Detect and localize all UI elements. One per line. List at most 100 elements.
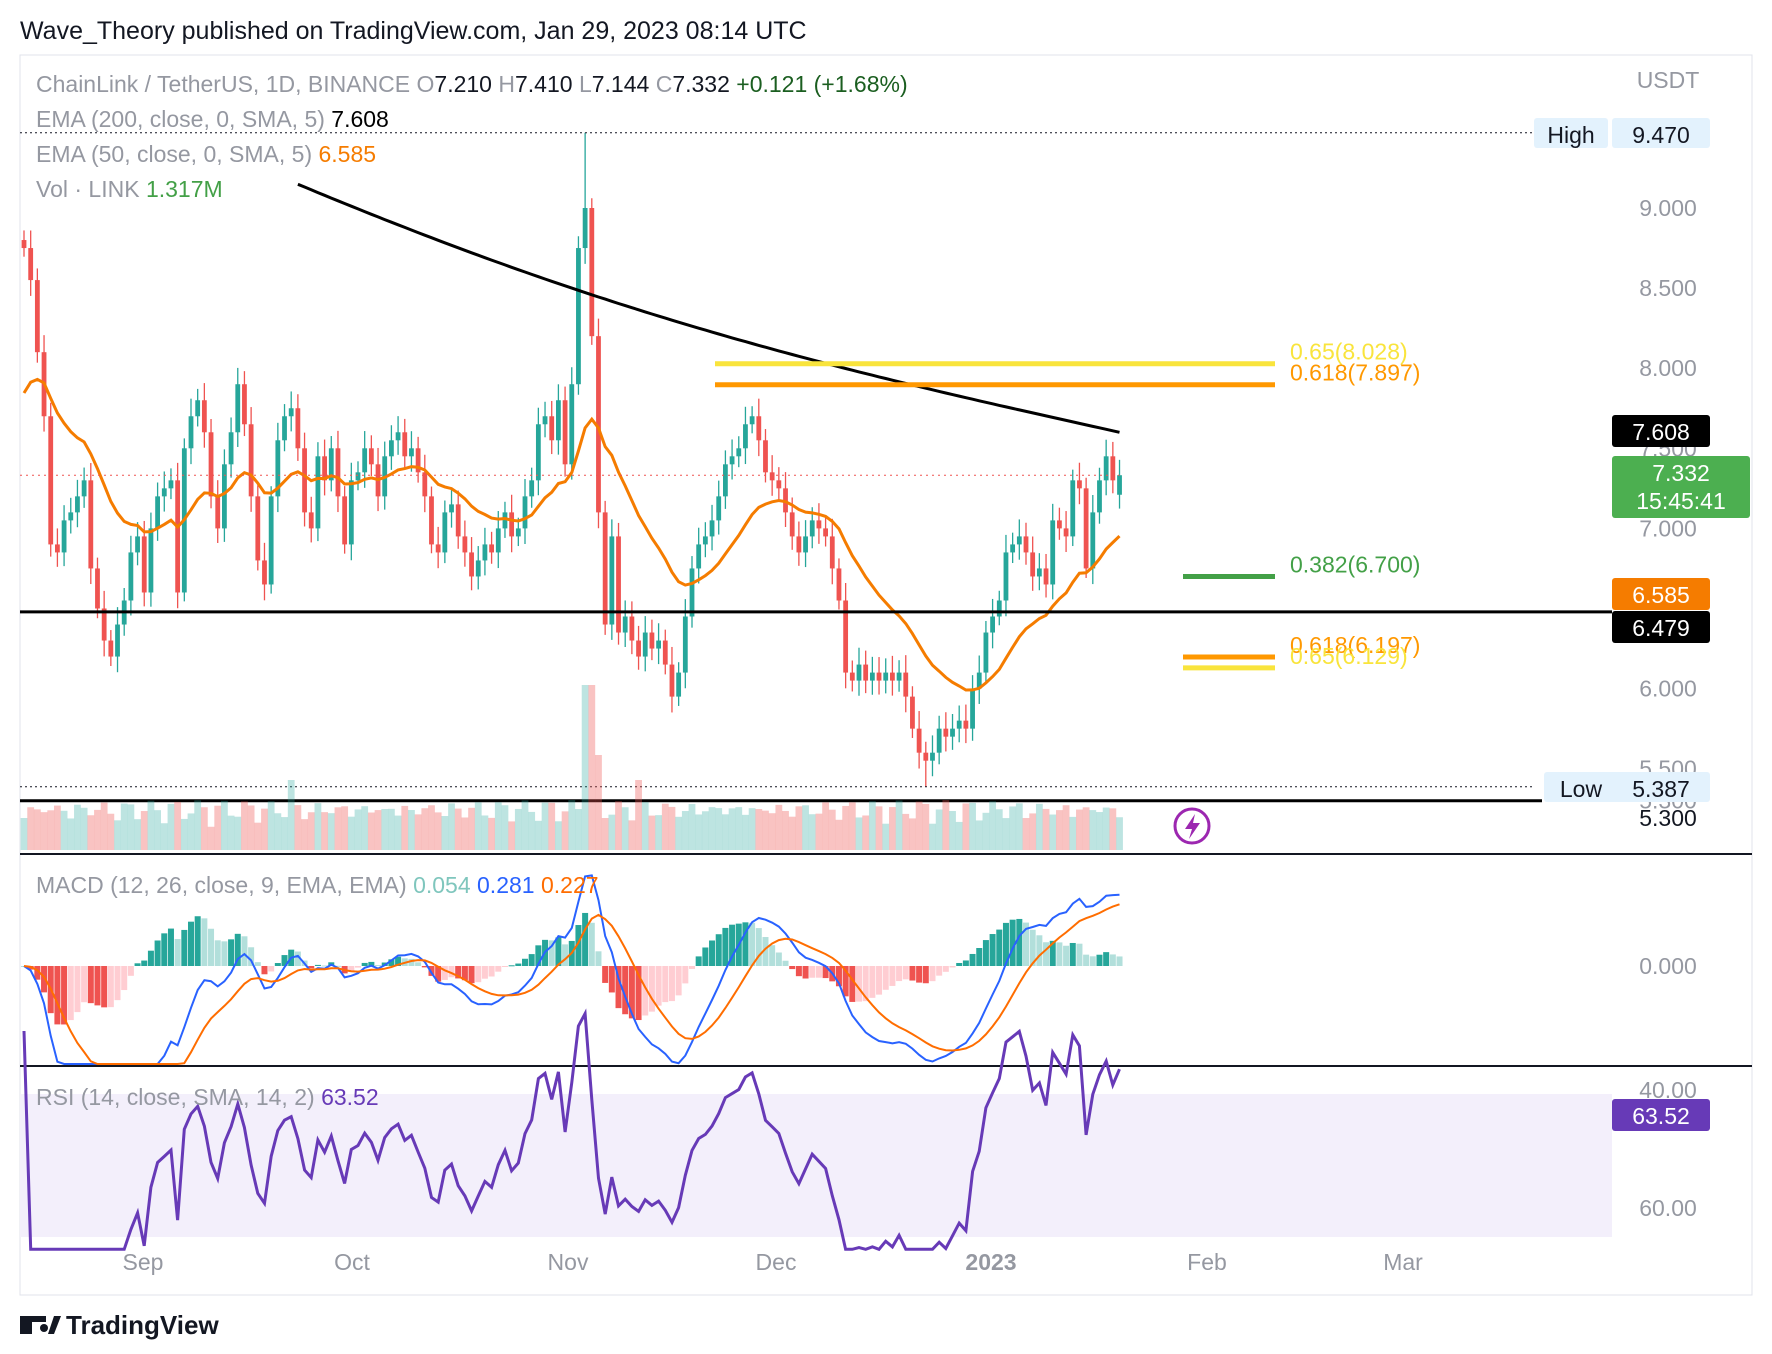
macd-histogram-bar <box>1109 954 1116 966</box>
volume-bar <box>187 813 195 850</box>
candle-body <box>489 544 494 553</box>
x-tick-label: Feb <box>1187 1249 1227 1275</box>
candle-body <box>222 464 227 529</box>
candle-body <box>662 640 668 665</box>
price-pane: 0.65(8.028)0.618(7.897) 0.382(6.700) 0.618… <box>20 132 1612 803</box>
macd-histogram-bar <box>528 954 535 966</box>
fib-label: 0.65(8.028) <box>1290 339 1408 365</box>
candle-body <box>228 432 234 465</box>
macd-histogram-bar <box>1083 954 1090 966</box>
candle-body <box>569 384 575 465</box>
macd-histogram-bar <box>1076 943 1083 966</box>
volume-bar <box>555 821 562 850</box>
volume-bar <box>67 818 75 850</box>
volume-bar <box>681 811 689 850</box>
volume-bar <box>955 821 963 850</box>
macd-histogram-bar <box>1016 918 1023 966</box>
candle-body <box>128 552 134 601</box>
macd-histogram-bar <box>562 944 569 966</box>
volume-bar <box>1035 803 1043 850</box>
volume-bar <box>107 813 115 850</box>
macd-histogram-bar <box>161 933 168 966</box>
volume-bar <box>54 805 61 850</box>
macd-histogram-bar <box>548 940 555 966</box>
candle-body <box>809 520 815 537</box>
candle-body <box>856 664 862 681</box>
macd-histogram-bar <box>789 966 796 970</box>
candle-body <box>322 456 327 481</box>
candle-body <box>642 632 648 657</box>
macd-histogram-bar <box>201 918 208 966</box>
macd-histogram-bar <box>535 945 542 966</box>
lightning-icon[interactable] <box>1173 807 1211 845</box>
volume-bar <box>174 801 182 850</box>
candle-body <box>656 640 661 649</box>
volume-bar <box>828 809 836 850</box>
price-tick-label: 8.000 <box>1639 355 1697 381</box>
volume-bar <box>822 802 829 850</box>
candle-body <box>362 448 368 473</box>
candle-body <box>268 496 274 585</box>
candle-body <box>415 448 421 473</box>
macd-histogram-bar <box>54 966 61 1025</box>
candle-body <box>1050 520 1056 585</box>
volume-bar <box>875 806 883 850</box>
candle-body <box>262 560 267 585</box>
macd-histogram-bar <box>214 940 221 966</box>
volume-tag: 5.300 <box>1639 805 1697 831</box>
volume-bar <box>929 823 936 850</box>
candle-body <box>201 400 207 433</box>
volume-bar <box>815 813 823 850</box>
volume-bar <box>942 800 950 850</box>
volume-bar <box>581 685 589 850</box>
volume-bar <box>414 814 422 850</box>
rsi-line <box>22 1008 1121 1252</box>
macd-histogram-bar <box>729 924 736 966</box>
volume-bar <box>922 803 930 850</box>
ema50-tag-bg <box>1612 578 1710 610</box>
macd-histogram-bar <box>1043 942 1050 966</box>
volume-bar <box>180 818 188 850</box>
high-value-tag-text: 9.470 <box>1632 122 1690 148</box>
volume-bar <box>334 807 342 850</box>
macd-histogram-bar <box>475 966 482 983</box>
volume-bar <box>728 808 736 850</box>
volume-bar <box>762 810 769 850</box>
macd-histogram-bar <box>809 966 816 978</box>
macd-histogram-bar <box>889 966 896 986</box>
macd-histogram-bar <box>1056 942 1063 966</box>
macd-histogram-bar <box>982 940 989 966</box>
candle-body <box>442 512 448 553</box>
volume-bar <box>862 815 870 850</box>
macd-pane <box>21 874 1123 1065</box>
macd-histogram-bar <box>602 966 609 983</box>
macd-histogram-bar <box>221 941 228 966</box>
macd-histogram-bar <box>441 966 448 980</box>
macd-histogram-bar <box>595 951 602 966</box>
candle-body <box>235 384 241 433</box>
volume-bar <box>80 807 88 850</box>
price-tick-label: 8.500 <box>1639 275 1697 301</box>
candle-body <box>836 568 842 601</box>
volume-bar <box>100 802 108 850</box>
macd-histogram-bar <box>261 966 268 975</box>
volume-bar <box>434 812 442 850</box>
candle-body <box>649 632 655 649</box>
candle-body <box>328 448 334 481</box>
macd-histogram-bar <box>188 921 194 966</box>
volume-bar <box>448 803 455 850</box>
macd-histogram-bar <box>1009 919 1016 966</box>
candle-body <box>863 664 869 681</box>
candle-body <box>723 464 728 497</box>
x-tick-label: Sep <box>123 1249 164 1275</box>
candle-body <box>115 624 120 657</box>
candle-body <box>95 568 100 609</box>
axes: 9.0008.5008.0007.5007.0006.0005.5005.300… <box>123 67 1750 1275</box>
candle-body <box>315 456 321 529</box>
macd-histogram-bar <box>842 966 849 997</box>
macd-histogram-bar <box>862 966 869 1002</box>
candle-body <box>288 408 294 417</box>
volume-bar <box>668 806 676 850</box>
macd-histogram-bar <box>648 966 655 1012</box>
